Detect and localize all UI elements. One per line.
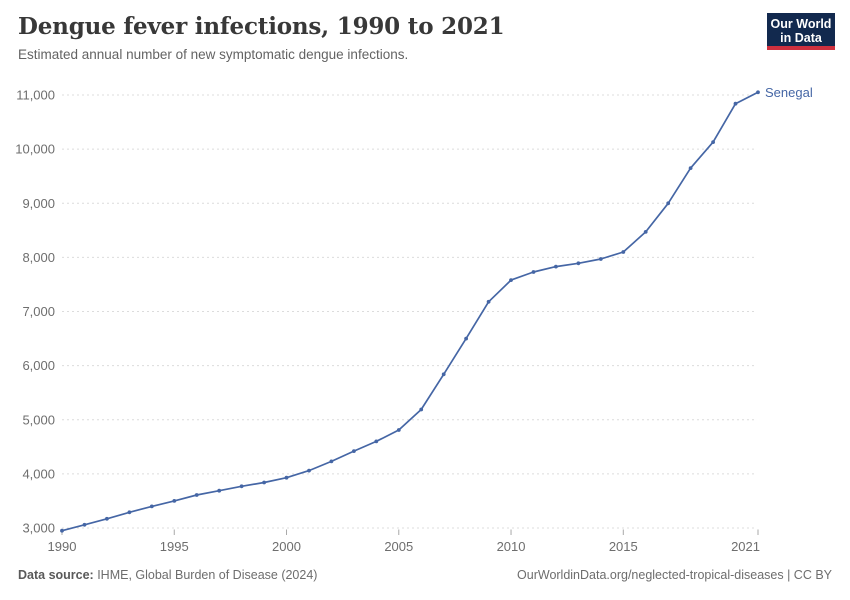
data-source-text: IHME, Global Burden of Disease (2024) xyxy=(93,568,318,582)
x-axis-tick-label: 2005 xyxy=(384,539,413,554)
data-point-marker[interactable] xyxy=(329,459,334,464)
data-point-marker[interactable] xyxy=(82,522,87,527)
data-point-marker[interactable] xyxy=(172,499,177,503)
x-axis-tick-label: 2021 xyxy=(731,539,760,554)
y-axis-tick-label: 4,000 xyxy=(22,466,55,481)
owid-logo-line2: in Data xyxy=(780,31,822,45)
data-point-marker[interactable] xyxy=(194,493,199,497)
data-point-marker[interactable] xyxy=(217,488,222,493)
data-point-marker[interactable] xyxy=(149,504,154,509)
data-point-marker[interactable] xyxy=(733,101,738,106)
series-end-label[interactable]: Senegal xyxy=(765,85,813,100)
x-axis-tick-label: 2010 xyxy=(497,539,526,554)
data-point-marker[interactable] xyxy=(127,510,132,515)
data-point-marker[interactable] xyxy=(239,484,244,489)
y-axis-tick-label: 9,000 xyxy=(22,196,55,211)
y-axis-tick-label: 10,000 xyxy=(15,142,55,157)
data-point-marker[interactable] xyxy=(486,299,491,304)
data-point-marker[interactable] xyxy=(756,90,760,95)
series-line-senegal[interactable] xyxy=(61,91,759,532)
data-source-label: Data source: xyxy=(18,568,94,582)
chart-subtitle: Estimated annual number of new symptomat… xyxy=(18,47,409,62)
chart-footer: Data source: IHME, Global Burden of Dise… xyxy=(18,568,832,582)
x-axis-tick-label: 1995 xyxy=(160,539,189,554)
data-point-marker[interactable] xyxy=(374,439,379,444)
page-title: Dengue fever infections, 1990 to 2021 xyxy=(18,13,505,40)
data-point-marker[interactable] xyxy=(419,407,424,412)
y-axis-tick-label: 6,000 xyxy=(22,358,55,373)
chart-header: Dengue fever infections, 1990 to 2021 Es… xyxy=(18,13,748,62)
y-axis-tick-label: 7,000 xyxy=(22,304,55,319)
data-point-marker[interactable] xyxy=(643,230,648,234)
owid-logo[interactable]: Our World in Data xyxy=(767,13,835,50)
data-point-marker[interactable] xyxy=(262,480,266,485)
owid-logo-line1: Our World xyxy=(770,17,832,31)
data-point-marker[interactable] xyxy=(352,449,356,453)
data-point-marker[interactable] xyxy=(688,166,693,171)
data-point-marker[interactable] xyxy=(598,257,603,261)
data-point-marker[interactable] xyxy=(576,261,581,266)
data-point-marker[interactable] xyxy=(621,250,626,254)
data-point-marker[interactable] xyxy=(307,468,311,473)
data-source: Data source: IHME, Global Burden of Dise… xyxy=(18,568,317,582)
y-axis-tick-label: 3,000 xyxy=(22,521,55,536)
data-point-marker[interactable] xyxy=(509,278,513,282)
data-point-marker[interactable] xyxy=(284,475,289,480)
x-axis-tick-label: 1990 xyxy=(48,539,77,554)
y-axis-tick-label: 5,000 xyxy=(22,412,55,427)
data-point-marker[interactable] xyxy=(554,264,558,269)
data-point-marker[interactable] xyxy=(105,516,109,521)
x-axis-tick-label: 2015 xyxy=(609,539,638,554)
data-point-marker[interactable] xyxy=(464,336,468,341)
data-point-marker[interactable] xyxy=(60,528,64,533)
data-point-marker[interactable] xyxy=(666,201,671,206)
data-point-marker[interactable] xyxy=(396,428,401,432)
y-axis-tick-label: 8,000 xyxy=(22,250,55,265)
data-point-marker[interactable] xyxy=(711,140,715,145)
data-point-marker[interactable] xyxy=(441,372,446,377)
y-axis-tick-label: 11,000 xyxy=(16,88,55,103)
footer-link[interactable]: OurWorldinData.org/neglected-tropical-di… xyxy=(517,568,832,582)
x-axis-tick-label: 2000 xyxy=(272,539,301,554)
data-point-marker[interactable] xyxy=(531,270,536,274)
